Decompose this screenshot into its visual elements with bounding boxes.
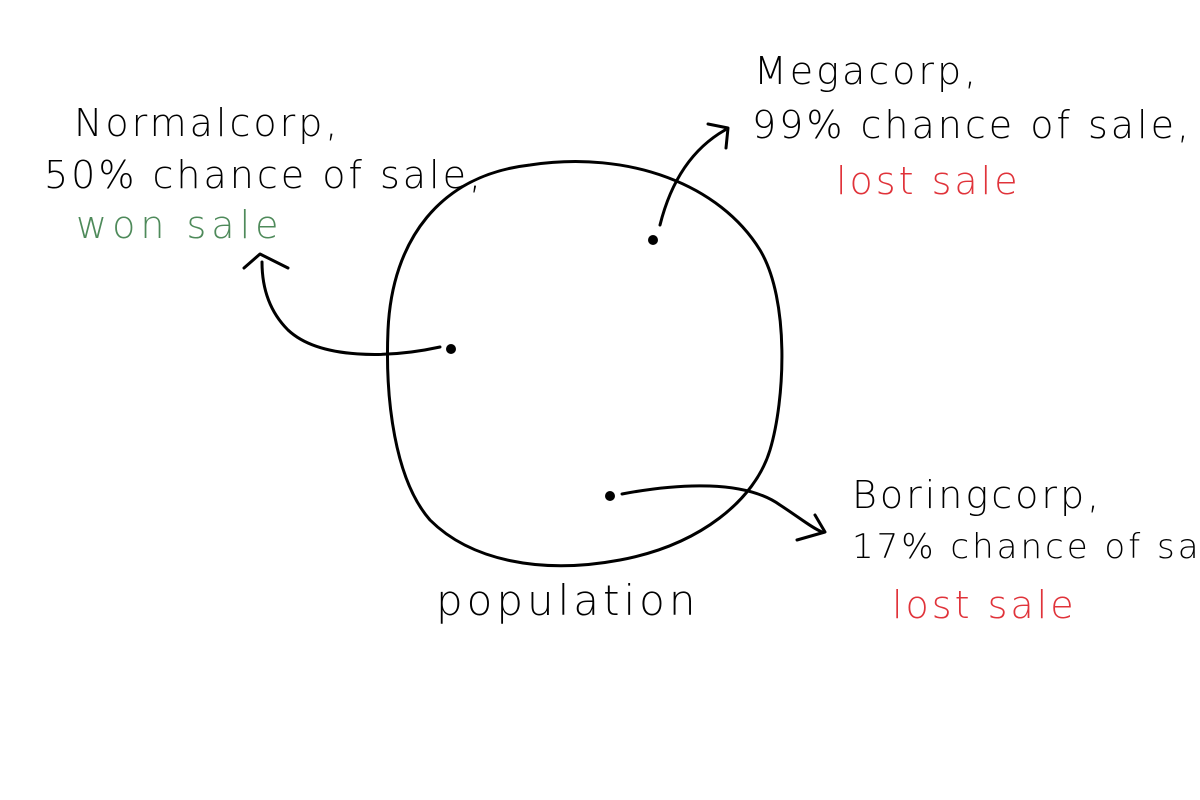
megacorp-name: Megacorp, — [754, 49, 980, 93]
megacorp-dot — [648, 235, 658, 245]
megacorp-chance: 99% chance of sale, — [752, 103, 1193, 147]
boringcorp-arrowhead — [795, 513, 827, 542]
boringcorp-arrow — [620, 484, 824, 534]
population-label: population — [436, 576, 700, 625]
normalcorp-outcome: won sale — [76, 203, 284, 247]
boringcorp-chance: 17% chance of sale, — [852, 527, 1200, 567]
normalcorp-arrow — [260, 260, 442, 356]
population-circle — [386, 160, 784, 568]
megacorp-arrowhead — [706, 122, 730, 150]
normalcorp-arrowhead — [242, 252, 290, 270]
normalcorp-name: Normalcorp, — [74, 101, 341, 145]
megacorp-arrow — [658, 128, 727, 227]
normalcorp-chance: 50% chance of sale, — [44, 153, 485, 197]
normalcorp-dot — [446, 344, 456, 354]
boringcorp-name: Boringcorp, — [852, 473, 1103, 517]
megacorp-outcome: lost sale — [836, 159, 1021, 203]
boringcorp-dot — [605, 491, 615, 501]
boringcorp-outcome: lost sale — [892, 583, 1077, 627]
